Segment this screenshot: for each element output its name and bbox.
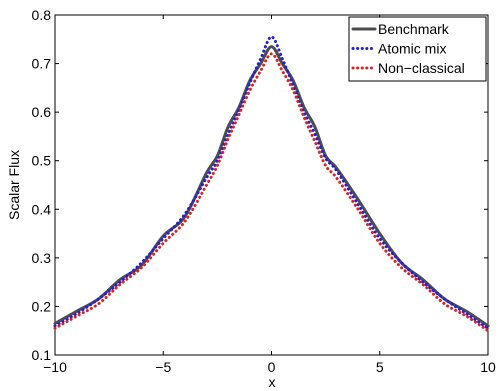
legend-entry: Non−classical [378, 60, 465, 76]
x-tick-label: 10 [480, 359, 496, 375]
y-tick-label: 0.6 [32, 104, 52, 120]
y-tick-label: 0.7 [32, 56, 52, 72]
y-tick-label: 0.1 [32, 347, 52, 363]
x-tick-label: 0 [268, 359, 276, 375]
y-tick-label: 0.5 [32, 153, 52, 169]
y-axis-label: Scalar Flux [6, 150, 22, 220]
y-tick-label: 0.2 [32, 298, 52, 314]
legend-entry: Atomic mix [378, 41, 446, 57]
series-line-1 [53, 35, 490, 330]
x-tick-label: 5 [376, 359, 384, 375]
ticks-layer: −10 −5 0 5 10 0.1 0.2 0.3 0.4 0.5 0.6 0.7 0.8 [32, 7, 496, 375]
legend-entry: Benchmark [378, 21, 450, 37]
y-tick-label: 0.3 [32, 250, 52, 266]
x-tick-label: −10 [43, 359, 67, 375]
x-tick-label: −5 [155, 359, 171, 375]
legend: Benchmark Atomic mix Non−classical [348, 16, 487, 82]
x-axis-label: x [269, 374, 276, 390]
series-layer [53, 35, 490, 333]
y-tick-label: 0.4 [32, 201, 52, 217]
y-tick-label: 0.8 [32, 7, 52, 23]
series-line-2 [53, 52, 490, 333]
